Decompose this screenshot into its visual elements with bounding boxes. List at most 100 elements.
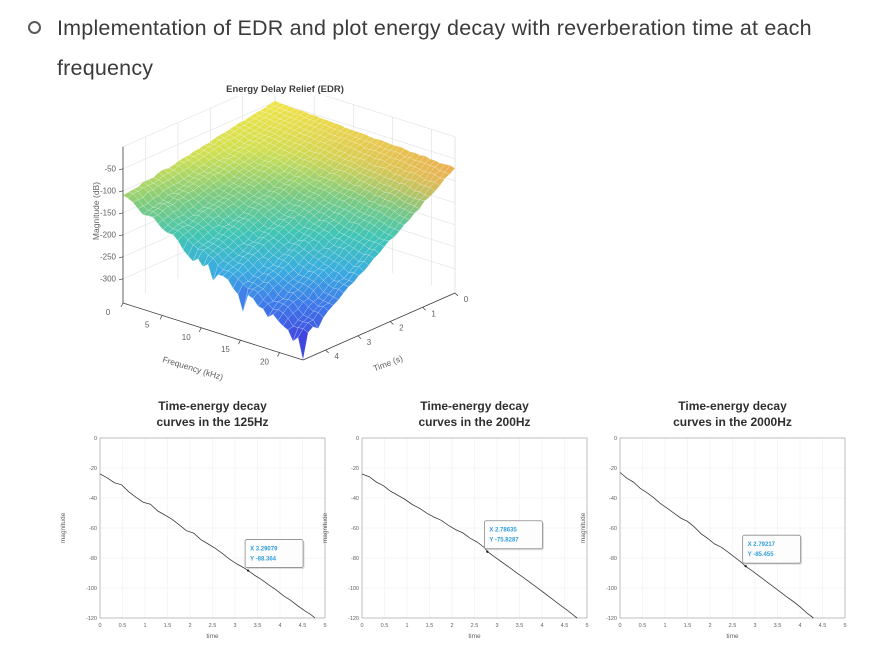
svg-text:1.5: 1.5	[426, 623, 434, 629]
svg-text:4.5: 4.5	[299, 623, 307, 629]
svg-text:3: 3	[367, 338, 372, 347]
svg-text:-120: -120	[86, 616, 97, 622]
svg-text:3: 3	[753, 623, 756, 629]
svg-text:15: 15	[221, 345, 230, 354]
svg-text:5: 5	[585, 623, 588, 629]
svg-text:1: 1	[431, 309, 436, 318]
svg-text:3.5: 3.5	[516, 623, 524, 629]
svg-text:2.5: 2.5	[729, 623, 737, 629]
svg-text:1.5: 1.5	[164, 623, 172, 629]
x-axis-label: time	[468, 633, 481, 640]
title-line2-prefix: curves in the	[418, 415, 496, 429]
plot-box	[619, 437, 846, 619]
y-axis-label: Time (s)	[372, 353, 405, 373]
svg-text:0: 0	[464, 295, 469, 304]
svg-text:1: 1	[663, 623, 666, 629]
plot-box	[361, 437, 588, 619]
svg-text:2: 2	[188, 623, 191, 629]
svg-text:0: 0	[94, 436, 97, 442]
decay-figure-200hz-title: Time-energy decay curves in the 200Hz	[362, 398, 587, 430]
svg-text:3: 3	[233, 623, 236, 629]
svg-text:3.5: 3.5	[774, 623, 782, 629]
svg-text:0: 0	[98, 623, 101, 629]
svg-text:0.5: 0.5	[119, 623, 127, 629]
svg-text:-150: -150	[100, 208, 117, 217]
svg-text:-300: -300	[100, 274, 117, 283]
title-line2-bold: 200Hz	[495, 415, 531, 429]
decay-figure-125hz-title: Time-energy decay curves in the 125Hz	[100, 398, 325, 430]
svg-text:-60: -60	[89, 526, 97, 532]
svg-text:-250: -250	[100, 252, 117, 261]
svg-text:4.5: 4.5	[561, 623, 569, 629]
svg-text:Y -88.364: Y -88.364	[250, 557, 277, 563]
y-axis-label: magnitude	[60, 512, 67, 543]
svg-text:1: 1	[405, 623, 408, 629]
svg-text:0.5: 0.5	[381, 623, 389, 629]
svg-text:-20: -20	[351, 466, 359, 472]
title-line1: Time-energy decay	[678, 399, 787, 413]
svg-text:-80: -80	[351, 556, 359, 562]
svg-text:4.5: 4.5	[819, 623, 827, 629]
title-line1: Time-energy decay	[158, 399, 267, 413]
svg-text:-120: -120	[348, 616, 359, 622]
svg-text:5: 5	[323, 623, 326, 629]
x-axis-label: time	[206, 633, 219, 640]
svg-text:2.5: 2.5	[209, 623, 217, 629]
datatip: X 3.29079 Y -88.364	[244, 539, 305, 572]
svg-text:-100: -100	[86, 586, 97, 592]
decay-curve	[619, 472, 814, 619]
bullet-circle-icon	[28, 21, 41, 34]
svg-text:4: 4	[540, 623, 543, 629]
slide-title: Implementation of EDR and plot energy de…	[57, 16, 812, 80]
svg-text:-200: -200	[100, 230, 117, 239]
svg-text:0: 0	[614, 436, 617, 442]
svg-text:Y -75.8287: Y -75.8287	[489, 538, 519, 544]
plot-grid	[619, 437, 846, 619]
datatip: X 2.79217 Y -85.455	[742, 534, 803, 568]
x-axis-label: time	[726, 633, 739, 640]
svg-text:20: 20	[260, 358, 269, 367]
svg-text:1: 1	[143, 623, 146, 629]
svg-text:0: 0	[360, 623, 363, 629]
title-line2-prefix: curves in the	[673, 415, 751, 429]
svg-text:3: 3	[495, 623, 498, 629]
title-line1: Time-energy decay	[420, 399, 529, 413]
decay-figure-200hz: Time-energy decay curves in the 200Hz 0-…	[317, 396, 602, 649]
x-axis-label: Frequency (kHz)	[161, 354, 224, 382]
svg-text:-60: -60	[351, 526, 359, 532]
svg-text:-100: -100	[606, 586, 617, 592]
svg-text:-80: -80	[609, 556, 617, 562]
edr-3d-title: Energy Delay Relief (EDR)	[226, 84, 344, 95]
decay-figure-2000hz: Time-energy decay curves in the 2000Hz 0…	[575, 396, 860, 649]
svg-text:-40: -40	[609, 496, 617, 502]
svg-text:-40: -40	[351, 496, 359, 502]
svg-text:0: 0	[618, 623, 621, 629]
svg-text:0: 0	[356, 436, 359, 442]
svg-text:-120: -120	[606, 616, 617, 622]
title-line2-bold: 2000Hz	[750, 415, 792, 429]
svg-text:-60: -60	[609, 526, 617, 532]
svg-text:-50: -50	[104, 164, 116, 173]
svg-text:-80: -80	[89, 556, 97, 562]
svg-text:-100: -100	[348, 586, 359, 592]
decay-figure-125hz: Time-energy decay curves in the 125Hz 0-…	[55, 396, 340, 649]
svg-text:3.5: 3.5	[254, 623, 262, 629]
plot-grid	[361, 437, 588, 619]
title-line2-bold: 125Hz	[233, 415, 269, 429]
svg-text:5: 5	[843, 623, 846, 629]
title-line2-prefix: curves in the	[156, 415, 234, 429]
svg-text:2: 2	[708, 623, 711, 629]
svg-text:X 3.29079: X 3.29079	[250, 547, 278, 553]
slide-bullet-row: Implementation of EDR and plot energy de…	[28, 8, 848, 88]
svg-text:2.5: 2.5	[471, 623, 479, 629]
svg-text:4: 4	[334, 352, 339, 361]
svg-text:10: 10	[182, 333, 191, 342]
decay-curve	[361, 473, 578, 619]
